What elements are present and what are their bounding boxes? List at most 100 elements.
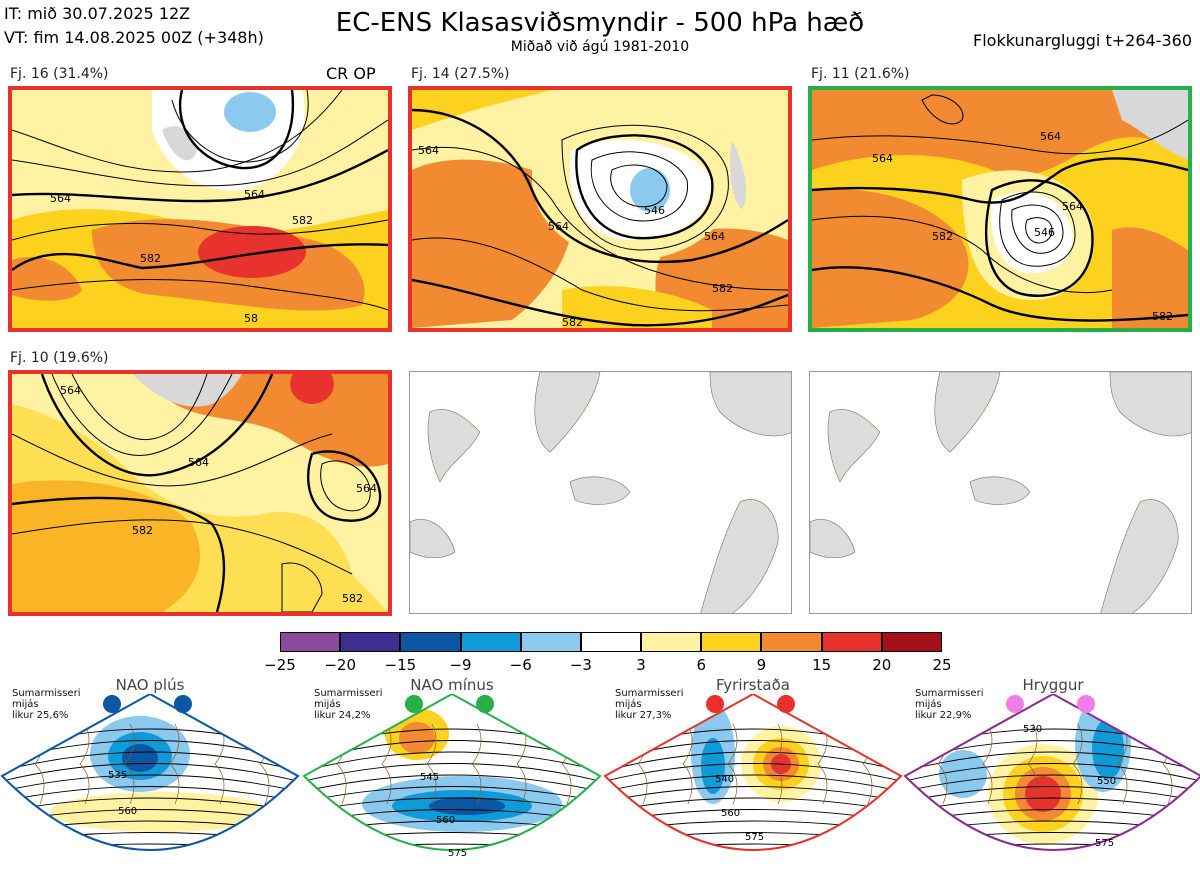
contour-label: 58	[244, 312, 258, 325]
regime-title: Hryggur	[1022, 676, 1084, 694]
contour-label: 564	[1062, 200, 1083, 213]
regime-contour-label: 560	[118, 806, 137, 817]
regime-contour-label: 545	[420, 772, 439, 783]
colorbar-tick-label: 9	[756, 656, 767, 674]
contour-label: 582	[132, 524, 153, 537]
regime-dot	[476, 695, 494, 713]
colorbar-swatch	[400, 632, 461, 652]
contour-label: 582	[1152, 310, 1173, 323]
colorbar-tick-label: 25	[932, 656, 952, 674]
cluster-map-2: 564 546 564 564 582 582	[408, 86, 792, 332]
regime-title: NAO plús	[115, 676, 185, 694]
contour-label: 582	[712, 282, 733, 295]
page-subtitle: Miðað við ágú 1981-2010	[510, 39, 690, 55]
colorbar-tick-label: 6	[696, 656, 707, 674]
contour-label: 564	[60, 384, 81, 397]
colorbar-swatch	[761, 632, 822, 652]
colorbar-tick-label: −3	[569, 656, 592, 674]
colorbar-tick-label: −9	[449, 656, 472, 674]
page-title: EC-ENS Klasasviðsmyndir - 500 hPa hæð	[335, 8, 865, 38]
contour-label: 564	[704, 230, 725, 243]
contour-label: 546	[644, 204, 665, 217]
regime-contour-label: 575	[745, 832, 764, 843]
init-time: IT: mið 30.07.2025 12Z	[4, 4, 191, 23]
regime-info: Sumarmisseri mijás likur 24,2%	[314, 688, 382, 721]
contour-label: 564	[548, 220, 569, 233]
colorbar-swatch	[701, 632, 762, 652]
colorbar-swatch	[881, 632, 942, 652]
regime-map: 530 550 575	[903, 694, 1200, 851]
colorbar-tick-label: −25	[264, 656, 296, 674]
panel-4-label: Fj. 10 (19.6%)	[10, 350, 109, 366]
cluster-map-4: 564 564 582 564 582	[8, 370, 392, 616]
contour-label: 564	[872, 152, 893, 165]
valid-time: VT: fim 14.08.2025 00Z (+348h)	[4, 28, 264, 47]
regime-map: 540 560 575	[603, 694, 903, 851]
colorbar-swatch	[580, 632, 642, 652]
regime-contour-label: 560	[721, 808, 740, 819]
cluster-map-3: 564 564 564 546 582 582	[808, 86, 1192, 332]
regime-contour-label: 540	[715, 774, 734, 785]
regime-info-line: Sumarmisseri	[915, 688, 984, 699]
colorbar-tick-label: 20	[872, 656, 892, 674]
regime-dot	[1077, 695, 1095, 713]
regime-info-line: likur 27,3%	[615, 710, 672, 721]
contour-label: 564	[244, 188, 265, 201]
contour-label: 564	[1040, 130, 1061, 143]
contour-label: 582	[342, 592, 363, 605]
panel-1-tag: CR OP	[326, 64, 376, 83]
regime-info-line: mijás	[314, 699, 341, 710]
regime-map: 535 560	[0, 694, 300, 851]
colorbar-tick-label: 15	[812, 656, 832, 674]
colorbar-swatch	[280, 632, 341, 652]
regime-contour-label: 575	[448, 848, 467, 859]
regime-title: NAO mínus	[410, 676, 494, 694]
regime-info-line: likur 25,6%	[12, 710, 69, 721]
colorbar-tick-label: −6	[509, 656, 532, 674]
colorbar-tick-label: 3	[636, 656, 646, 674]
regime-contour-label: 560	[436, 815, 455, 826]
contour-label: 582	[140, 252, 161, 265]
regime-contour-label: 575	[1095, 838, 1114, 849]
regime-contour-label: 530	[1023, 724, 1042, 735]
colorbar-swatch	[520, 632, 581, 652]
regime-info-line: mijás	[615, 699, 642, 710]
regime-info-line: Sumarmisseri	[12, 688, 81, 699]
regime-info: Sumarmisseri mijás likur 22,9%	[915, 688, 983, 721]
colorbar-swatch	[340, 632, 401, 652]
regime-title: Fyrirstaða	[716, 676, 790, 694]
regime-dot	[1006, 695, 1024, 713]
regime-info-line: Sumarmisseri	[615, 688, 684, 699]
regime-dot	[103, 695, 121, 713]
contour-label: 564	[188, 456, 209, 469]
colorbar-swatch	[460, 632, 521, 652]
colorbar-tick-label: −15	[384, 656, 417, 674]
regime-info-line: mijás	[12, 699, 39, 710]
contour-label: 582	[292, 214, 313, 227]
regime-dot	[706, 695, 724, 713]
colorbar-swatch	[641, 632, 702, 652]
window-label: Flokkunargluggi t+264-360	[973, 31, 1192, 50]
panel-3-label: Fj. 11 (21.6%)	[811, 66, 910, 82]
contour-label: 546	[1034, 226, 1055, 239]
contour-label: 564	[50, 192, 71, 205]
regime-dot	[777, 695, 795, 713]
colorbar	[280, 632, 942, 652]
panel-2-label: Fj. 14 (27.5%)	[411, 66, 510, 82]
colorbar-swatch	[821, 632, 882, 652]
regime-dot	[405, 695, 423, 713]
regime-dot	[174, 695, 192, 713]
contour-label: 564	[356, 482, 377, 495]
regime-info: Sumarmisseri mijás likur 25,6%	[12, 688, 80, 721]
regime-map: 545 560 575	[302, 694, 602, 859]
cluster-map-1: 564 564 582 582 58	[8, 86, 392, 332]
contour-label: 564	[418, 144, 439, 157]
empty-map-6	[809, 371, 1192, 614]
regime-info-line: likur 22,9%	[915, 710, 972, 721]
regime-contour-label: 535	[108, 770, 127, 781]
regime-info-line: mijás	[915, 699, 942, 710]
regime-info: Sumarmisseri mijás likur 27,3%	[615, 688, 683, 721]
colorbar-tick-label: −20	[324, 656, 356, 674]
panel-1-label: Fj. 16 (31.4%)	[10, 66, 109, 82]
regime-contour-label: 550	[1097, 776, 1116, 787]
